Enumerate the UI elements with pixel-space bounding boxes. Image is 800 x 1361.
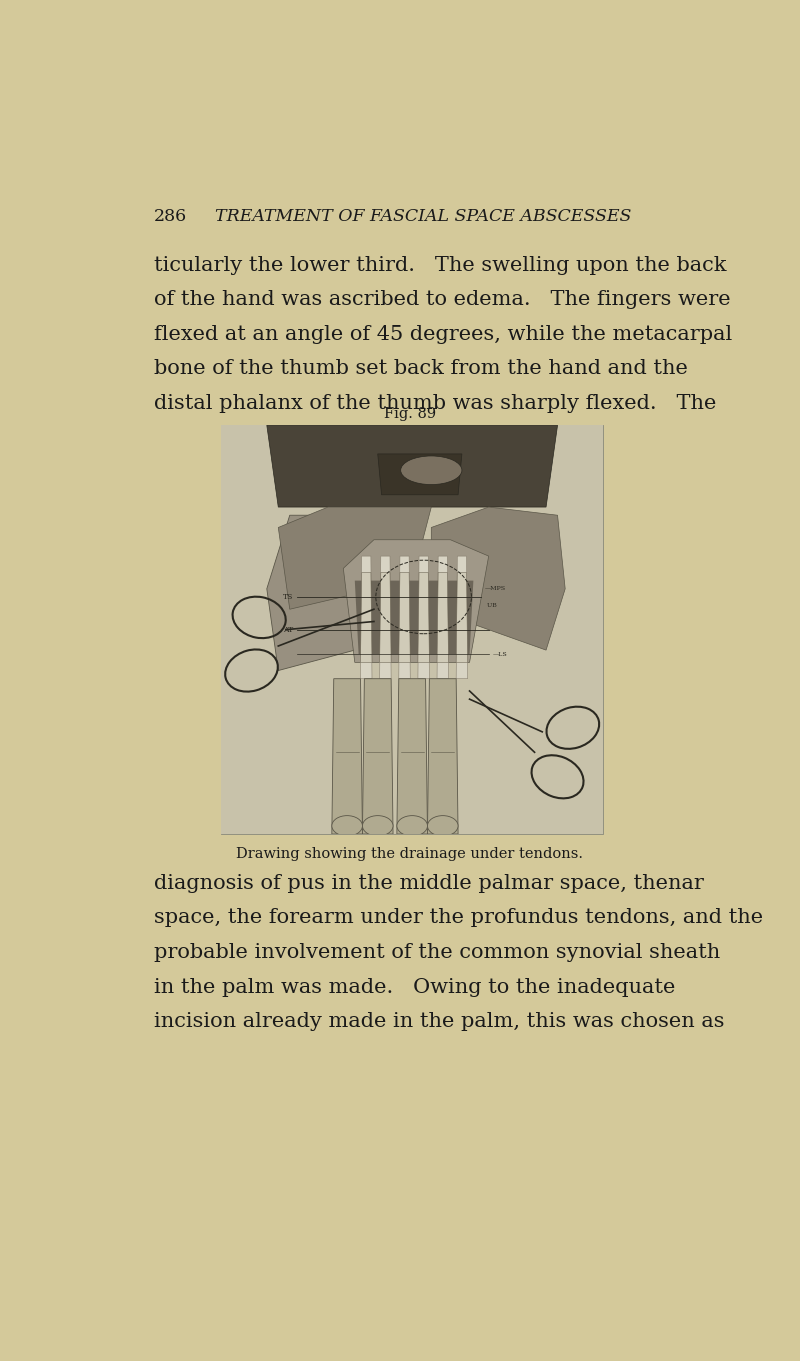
- Text: space, the forearm under the profundus tendons, and the: space, the forearm under the profundus t…: [154, 908, 763, 927]
- Text: bone of the thumb set back from the hand and the: bone of the thumb set back from the hand…: [154, 359, 688, 378]
- Text: probable involvement of the common synovial sheath: probable involvement of the common synov…: [154, 943, 720, 962]
- Text: diagnosis of pus in the middle palmar space, thenar: diagnosis of pus in the middle palmar sp…: [154, 874, 704, 893]
- Text: in the palm was made.   Owing to the inadequate: in the palm was made. Owing to the inade…: [154, 977, 675, 996]
- Text: distal phalanx of the thumb was sharply flexed.   The: distal phalanx of the thumb was sharply …: [154, 393, 716, 412]
- Text: Fig. 89: Fig. 89: [384, 407, 436, 422]
- Text: 286: 286: [154, 208, 187, 225]
- Text: TREATMENT OF FASCIAL SPACE ABSCESSES: TREATMENT OF FASCIAL SPACE ABSCESSES: [214, 208, 631, 225]
- FancyBboxPatch shape: [221, 425, 603, 834]
- Text: flexed at an angle of 45 degrees, while the metacarpal: flexed at an angle of 45 degrees, while …: [154, 325, 732, 344]
- Text: Drawing showing the drainage under tendons.: Drawing showing the drainage under tendo…: [237, 847, 583, 860]
- Text: ticularly the lower third.   The swelling upon the back: ticularly the lower third. The swelling …: [154, 256, 726, 275]
- Text: incision already made in the palm, this was chosen as: incision already made in the palm, this …: [154, 1013, 725, 1032]
- Text: of the hand was ascribed to edema.   The fingers were: of the hand was ascribed to edema. The f…: [154, 290, 730, 309]
